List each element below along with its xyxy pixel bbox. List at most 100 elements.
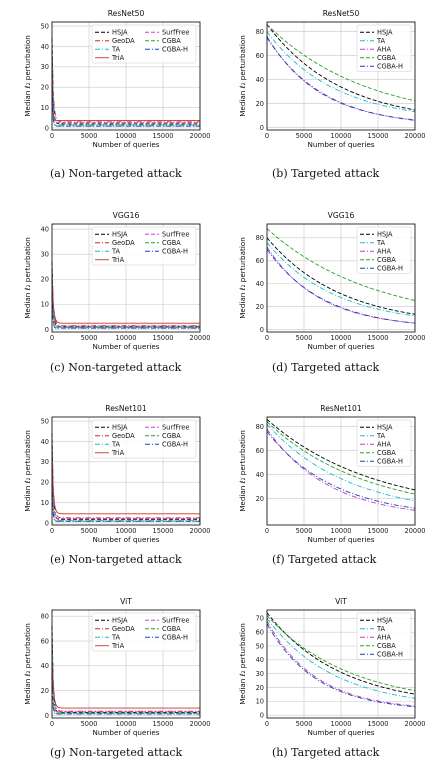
y-tick-label: 10 bbox=[41, 499, 49, 507]
legend-label: SurfFree bbox=[162, 29, 189, 37]
y-tick-label: 0 bbox=[45, 519, 49, 527]
y-axis-label: Median ℓ₂ perturbation bbox=[238, 430, 247, 512]
x-tick-label: 15000 bbox=[153, 334, 174, 342]
series-line-cgba-h bbox=[266, 623, 416, 708]
series-line-tria bbox=[51, 659, 200, 709]
plot-area bbox=[51, 224, 201, 332]
legend-label: TA bbox=[111, 46, 121, 54]
x-tick-label: 5000 bbox=[296, 720, 313, 728]
legend-label: CGBA bbox=[377, 54, 396, 62]
legend-label: AHA bbox=[377, 634, 391, 642]
x-axis-label: Number of queries bbox=[307, 140, 374, 149]
x-tick-label: 20000 bbox=[190, 334, 211, 342]
x-tick-label: 10000 bbox=[331, 334, 352, 342]
legend-label: TriA bbox=[111, 54, 125, 62]
series-line-surffree bbox=[51, 74, 200, 124]
series-line-cgba bbox=[266, 24, 416, 102]
legend-label: SurfFree bbox=[162, 231, 189, 239]
x-tick-label: 5000 bbox=[81, 132, 98, 140]
caption-g: (g) Non-targeted attack bbox=[50, 746, 183, 759]
series-line-cgba bbox=[51, 478, 200, 522]
y-tick-label: 40 bbox=[256, 76, 264, 84]
x-tick-label: 20000 bbox=[190, 720, 211, 728]
y-axis-label: Median ℓ₂ perturbation bbox=[238, 623, 247, 705]
series-line-hsja bbox=[266, 24, 416, 111]
series-line-cgba bbox=[266, 228, 416, 301]
series-line-cgba-h bbox=[51, 482, 200, 522]
legend-box bbox=[91, 419, 197, 459]
legend-label: AHA bbox=[377, 248, 391, 256]
x-tick-label: 10000 bbox=[116, 334, 137, 342]
series-line-cgba bbox=[266, 421, 416, 495]
y-tick-label: 30 bbox=[41, 63, 49, 71]
series-line-geoda bbox=[51, 269, 200, 327]
y-axis-label: Median ℓ₂ perturbation bbox=[23, 237, 32, 319]
y-tick-label: 40 bbox=[256, 280, 264, 288]
x-tick-label: 5000 bbox=[81, 720, 98, 728]
legend-label: TA bbox=[376, 239, 386, 247]
x-tick-label: 0 bbox=[50, 720, 54, 728]
x-tick-label: 10000 bbox=[116, 527, 137, 535]
y-tick-label: 20 bbox=[41, 84, 49, 92]
series-line-cgba-h bbox=[266, 249, 416, 324]
y-tick-label: 50 bbox=[41, 22, 49, 30]
legend-label: CGBA bbox=[162, 432, 181, 440]
y-tick-label: 60 bbox=[256, 257, 264, 265]
legend-label: GeoDA bbox=[112, 432, 135, 440]
legend-label: CGBA bbox=[377, 256, 396, 264]
chart-h: ViT 0 5000 10000 15000 20000 0 10 20 30 40 50 60 70 Nu… bbox=[238, 597, 425, 737]
y-tick-label: 80 bbox=[256, 28, 264, 36]
y-tick-label: 60 bbox=[256, 628, 264, 636]
legend-label: SurfFree bbox=[162, 617, 189, 625]
series-line-cgba-h bbox=[51, 294, 200, 329]
legend-label: CGBA-H bbox=[162, 634, 188, 642]
series-line-cgba-h bbox=[51, 87, 200, 127]
x-tick-label: 10000 bbox=[331, 527, 352, 535]
legend-label: CGBA bbox=[162, 239, 181, 247]
y-tick-label: 10 bbox=[41, 301, 49, 309]
x-axis-label: Number of queries bbox=[92, 535, 159, 544]
series-line-ta bbox=[51, 441, 200, 521]
series-line-ta bbox=[266, 242, 416, 317]
legend-label: TriA bbox=[111, 642, 125, 650]
y-axis-label: Median ℓ₂ perturbation bbox=[23, 623, 32, 705]
x-tick-label: 0 bbox=[265, 132, 269, 140]
chart-title: ResNet101 bbox=[105, 404, 147, 413]
y-tick-label: 50 bbox=[41, 417, 49, 425]
x-tick-label: 5000 bbox=[296, 527, 313, 535]
x-axis-label: Number of queries bbox=[92, 140, 159, 149]
axes-frame bbox=[51, 223, 201, 333]
legend-label: CGBA-H bbox=[377, 265, 403, 273]
legend-label: AHA bbox=[377, 441, 391, 449]
y-tick-label: 60 bbox=[41, 637, 49, 645]
axes-frame bbox=[266, 416, 416, 526]
axes-frame bbox=[266, 21, 416, 131]
caption-b: (b) Targeted attack bbox=[272, 167, 380, 180]
x-tick-label: 0 bbox=[265, 720, 269, 728]
series-line-hsja bbox=[266, 237, 416, 315]
y-tick-label: 40 bbox=[41, 43, 49, 51]
legend-label: CGBA bbox=[377, 449, 396, 457]
x-tick-label: 10000 bbox=[331, 132, 352, 140]
y-tick-label: 20 bbox=[256, 303, 264, 311]
chart-title: VGG16 bbox=[328, 211, 355, 220]
legend-label: HSJA bbox=[112, 424, 128, 432]
series-line-hsja bbox=[51, 626, 200, 713]
x-tick-label: 15000 bbox=[368, 132, 389, 140]
series-line-cgba-h bbox=[266, 37, 416, 121]
legend-box bbox=[356, 419, 412, 467]
y-tick-label: 40 bbox=[41, 225, 49, 233]
y-tick-label: 60 bbox=[256, 447, 264, 455]
x-tick-label: 20000 bbox=[405, 527, 426, 535]
series-line-ta bbox=[266, 31, 416, 113]
chart-f: ResNet101 0 5000 10000 15000 20000 20 40 60 80 Num… bbox=[238, 404, 426, 544]
caption-f: (f) Targeted attack bbox=[272, 553, 377, 566]
x-tick-label: 10000 bbox=[116, 132, 137, 140]
legend-label: HSJA bbox=[112, 231, 128, 239]
